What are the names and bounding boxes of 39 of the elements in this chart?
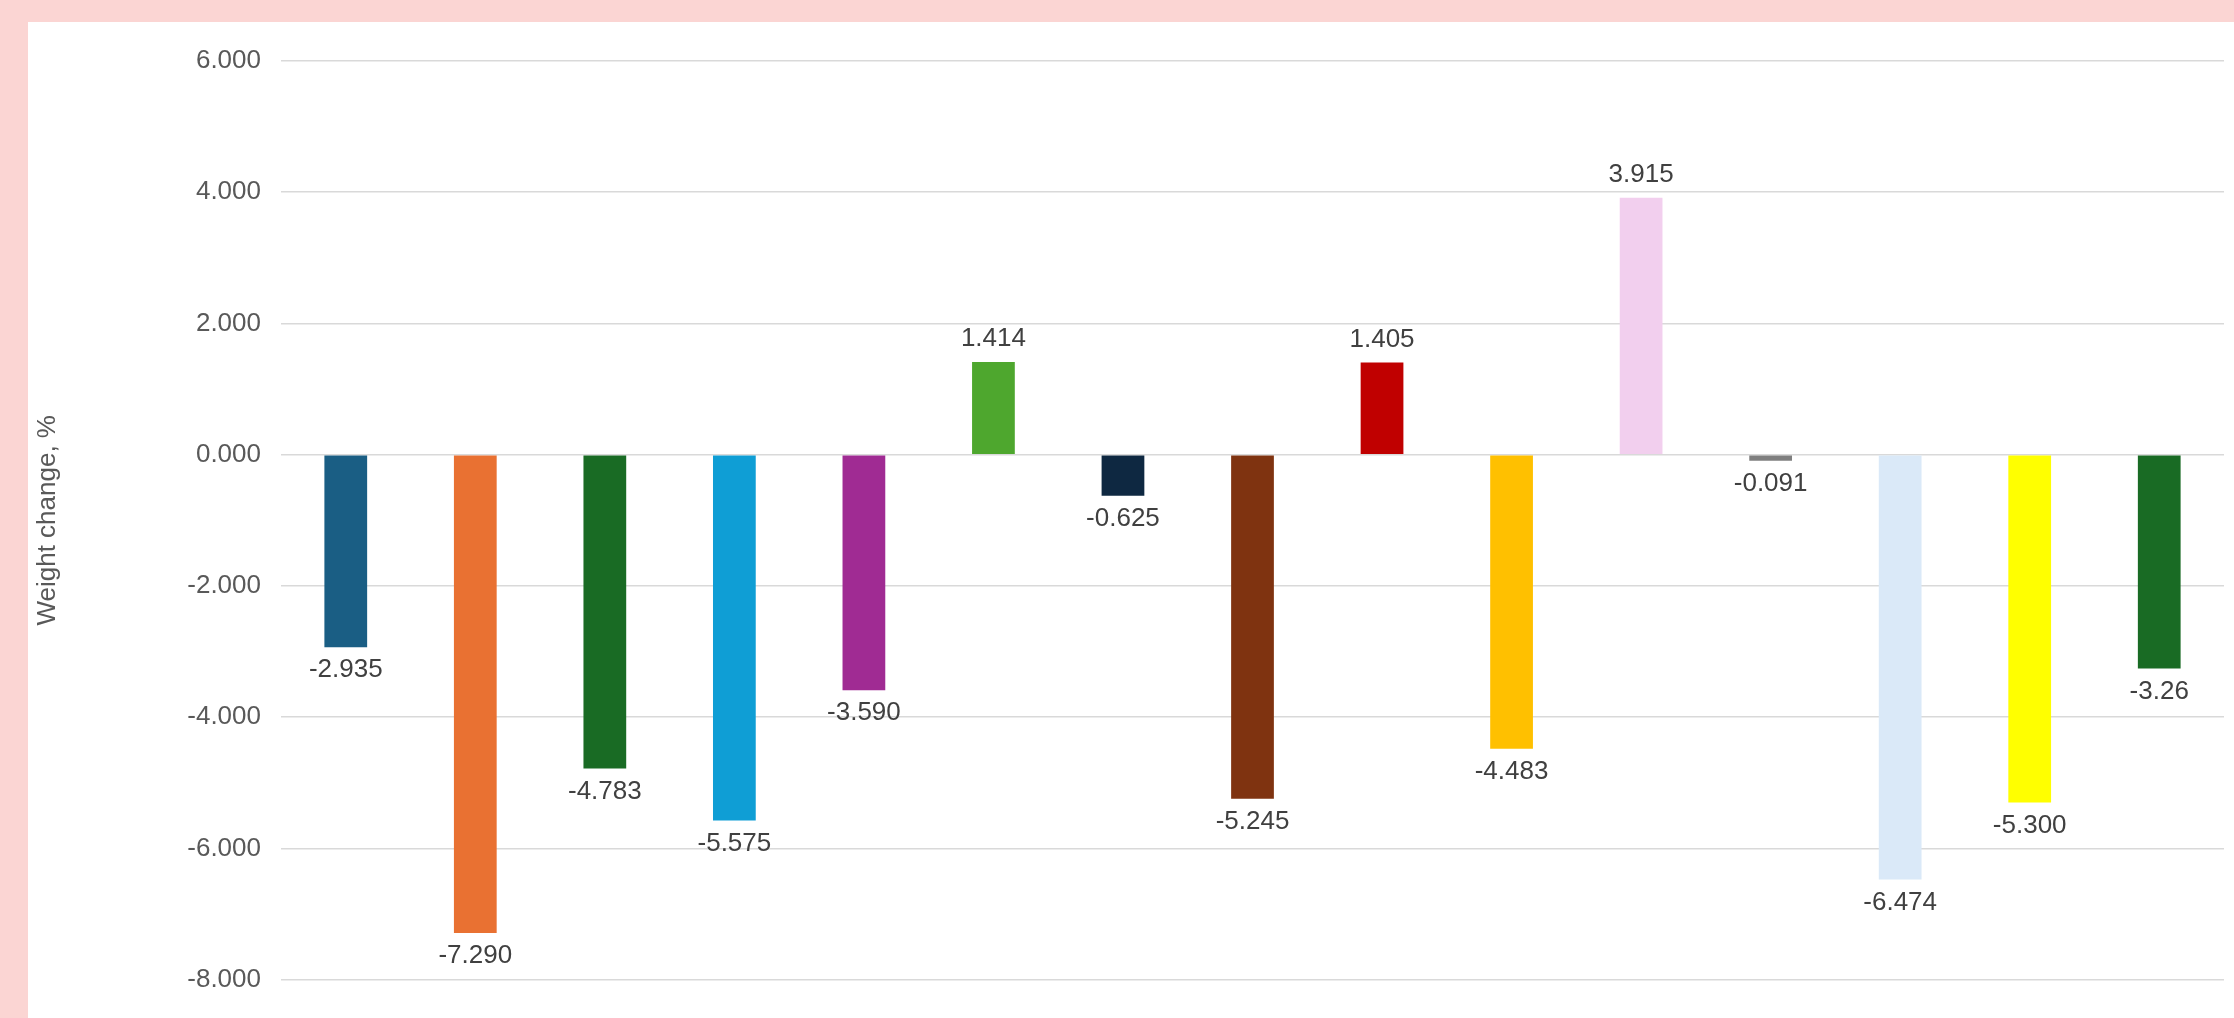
bar [842,455,886,691]
bar [2137,455,2181,669]
bar [1490,455,1533,749]
bar [1360,362,1404,454]
data-label: -6.474 [1863,885,1938,916]
bar [453,455,497,934]
bar [1101,455,1145,496]
y-tick-label: -6.000 [187,831,261,862]
data-label: -3.26 [2129,674,2189,705]
y-tick-label: -2.000 [187,569,261,600]
y-tick-label: 2.000 [195,306,261,337]
data-label: -5.575 [697,826,772,857]
data-label: -5.245 [1215,805,1290,835]
y-tick-label: 4.000 [195,175,261,206]
data-label: -4.783 [567,774,642,805]
data-label: -3.590 [827,696,901,727]
bar [1619,197,1663,454]
data-label: 1.414 [960,322,1026,353]
y-tick-label: 6.000 [195,44,261,75]
bar [712,455,756,821]
bar [1878,455,1922,880]
y-tick-label: -8.000 [187,962,261,993]
data-label: -0.625 [1086,501,1160,532]
data-label: -7.290 [438,939,513,970]
data-label: 3.915 [1608,157,1674,188]
bar [1231,455,1274,799]
bar [324,455,368,648]
data-label: -4.483 [1474,755,1549,786]
y-tick-label: -4.000 [187,700,261,731]
bar [583,455,627,769]
bar [2008,455,2052,803]
data-label: -0.091 [1733,466,1808,497]
y-tick-label: 0.000 [195,437,261,468]
data-label: -2.935 [308,653,383,684]
data-label: 1.405 [1349,322,1415,353]
y-axis-title: Weight change, % [30,415,61,626]
bar [972,361,1015,454]
data-label: -5.300 [1992,808,2067,839]
bar [1749,455,1793,461]
